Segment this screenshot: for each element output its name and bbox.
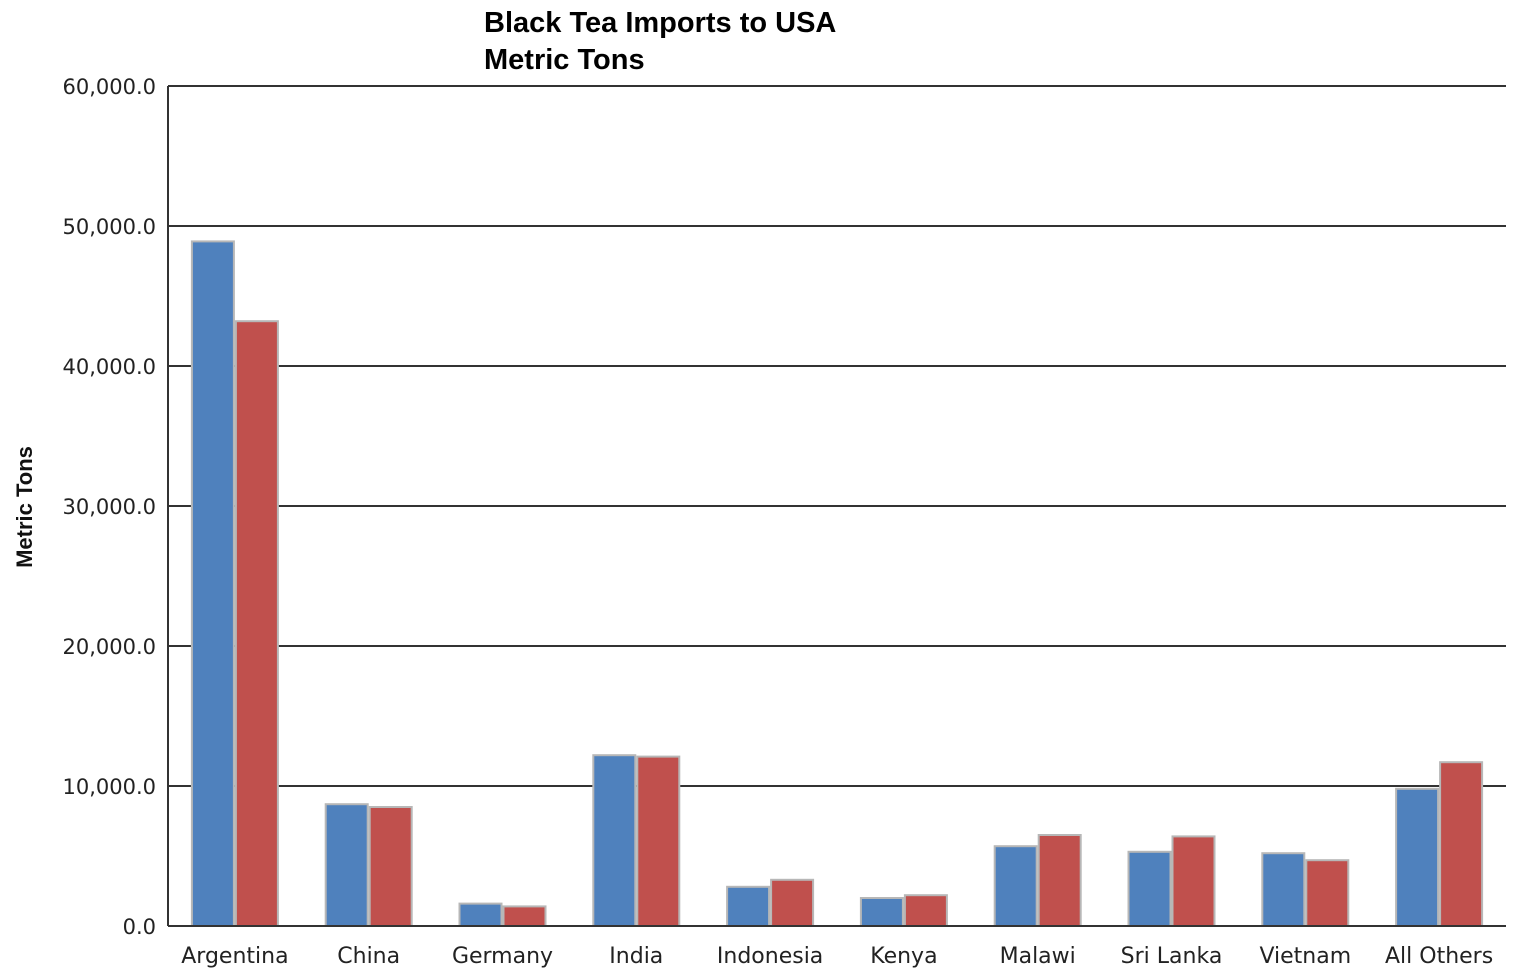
bar [1127,850,1172,927]
y-tick-label: 0.0 [123,915,156,939]
bar [1395,787,1440,927]
bar [324,803,369,928]
y-tick-label: 10,000.0 [62,775,156,799]
bar [1261,852,1306,928]
y-tick-label: 50,000.0 [62,215,156,239]
x-tick-label: China [337,944,400,969]
bar [1305,859,1350,928]
x-axis-labels: Argentina China Germany India Indonesia Kenya… [181,944,1493,969]
bar [1439,761,1484,928]
bar [770,878,815,927]
bar [458,902,503,927]
bar [993,845,1038,928]
bar [1037,834,1082,927]
y-tick-label: 40,000.0 [62,355,156,379]
chart-title: Black Tea Imports to USA [484,7,836,39]
chart-subtitle: Metric Tons [484,44,645,76]
x-tick-label: Germany [452,944,553,969]
bar [1171,835,1216,928]
bar [234,320,279,927]
x-tick-label: Vietnam [1259,944,1351,969]
x-tick-label: Kenya [870,944,937,969]
x-tick-label: Malawi [1000,944,1076,969]
bar [190,240,235,927]
x-tick-label: All Others [1385,944,1493,969]
bar [368,806,413,927]
bar [726,885,771,927]
bar [502,905,547,928]
x-tick-label: Argentina [181,944,288,969]
y-tick-label: 30,000.0 [62,495,156,519]
y-tick-label: 20,000.0 [62,635,156,659]
bar [592,754,637,928]
bar [903,894,948,928]
bars [190,240,1484,928]
y-tick-label: 60,000.0 [62,75,156,99]
x-tick-label: Indonesia [717,944,823,969]
x-tick-label: Sri Lanka [1121,944,1223,969]
gridlines [168,85,1506,787]
y-axis-ticks: 0.0 10,000.0 20,000.0 30,000.0 40,000.0 50,00… [62,75,156,939]
x-tick-label: India [609,944,663,969]
bar [636,755,681,927]
bar [859,897,904,927]
y-axis-title: Metric Tons [12,446,37,568]
